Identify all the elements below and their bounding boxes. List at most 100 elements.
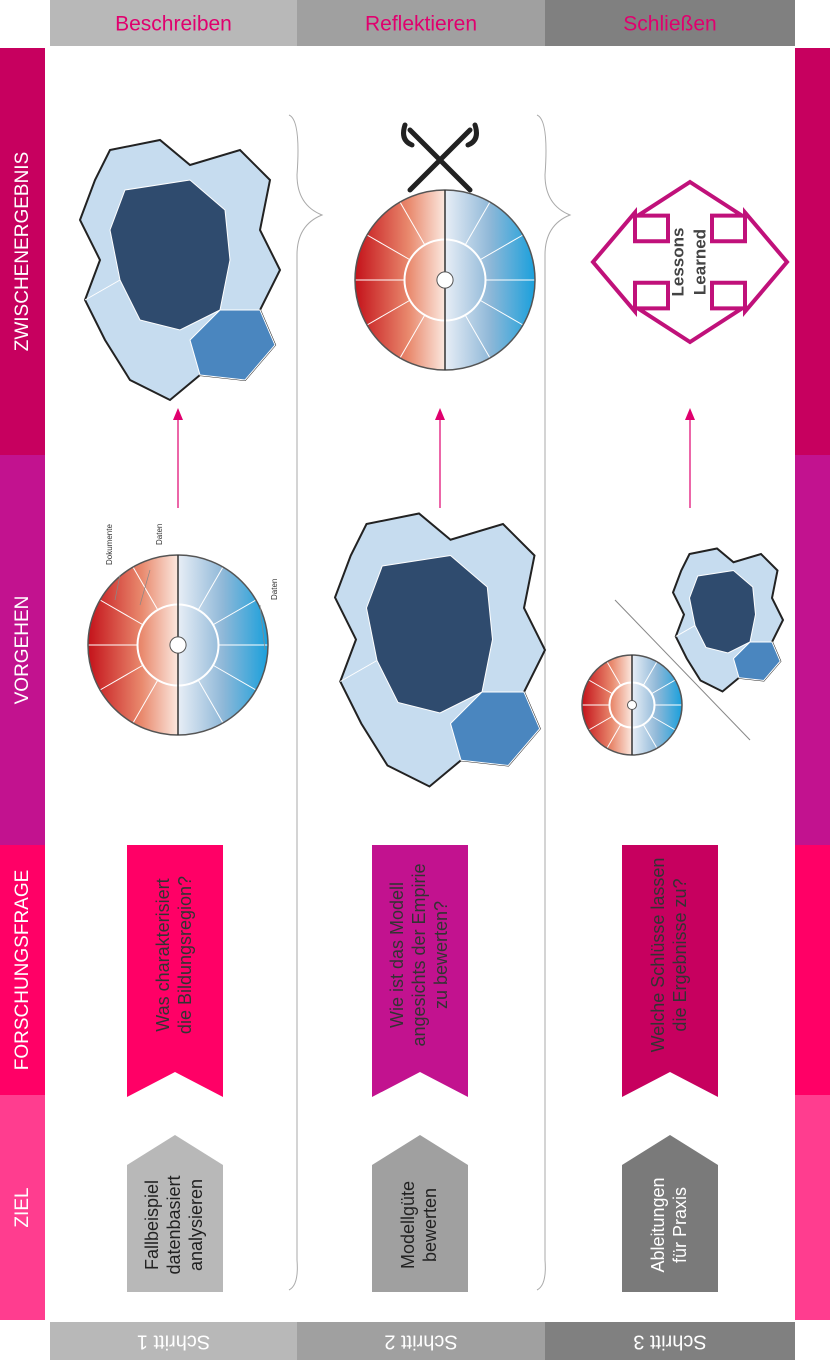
step-label: Schritt 1 bbox=[137, 1331, 210, 1353]
arrow-head bbox=[435, 408, 445, 420]
goal-text: analysieren bbox=[186, 1179, 206, 1271]
step-footer bbox=[545, 1322, 795, 1360]
goal-text: für Praxis bbox=[670, 1187, 690, 1263]
goal-text: bewerten bbox=[420, 1188, 440, 1262]
row-label: ZIEL bbox=[12, 1187, 33, 1227]
wheel-spoke bbox=[479, 234, 524, 261]
wheel-spoke bbox=[479, 299, 524, 326]
goal-text: datenbasiert bbox=[164, 1175, 184, 1274]
row-label: ZWISCHENERGEBNIS bbox=[12, 152, 33, 352]
wheel-hub bbox=[436, 271, 454, 289]
question-ribbon bbox=[127, 845, 223, 1097]
step-footer bbox=[50, 1322, 297, 1360]
goal-text: Ableitungen bbox=[648, 1177, 668, 1272]
arrow-head bbox=[173, 408, 183, 420]
phase-header bbox=[545, 0, 795, 46]
map-core bbox=[109, 179, 231, 331]
arrow-head bbox=[685, 408, 695, 420]
wheel-spoke bbox=[642, 724, 658, 749]
wheel-spoke bbox=[212, 599, 257, 626]
step-label: Schritt 2 bbox=[384, 1331, 457, 1353]
lessons-text: Lessons bbox=[668, 228, 687, 297]
map-border bbox=[84, 279, 121, 301]
wheel-hub bbox=[169, 636, 187, 654]
phase-title: Reflektieren bbox=[365, 13, 477, 36]
map-core bbox=[365, 554, 494, 714]
map bbox=[333, 512, 547, 788]
question-ribbon bbox=[622, 845, 718, 1097]
wheel-spoke bbox=[366, 234, 411, 261]
divider bbox=[614, 599, 751, 741]
row-band bbox=[0, 455, 45, 845]
separator bbox=[288, 114, 324, 1291]
wheel-label: Daten bbox=[155, 524, 164, 545]
map bbox=[78, 138, 282, 402]
wheel-spoke bbox=[588, 679, 613, 695]
wheel-label: Daten bbox=[270, 579, 279, 600]
wheel-spoke bbox=[99, 599, 144, 626]
separator bbox=[536, 114, 572, 1291]
wheel-spoke bbox=[399, 314, 426, 359]
row-label: VORGEHEN bbox=[12, 596, 33, 705]
lessons-arrow bbox=[590, 179, 790, 345]
map-mid bbox=[449, 691, 541, 767]
row-band bbox=[0, 48, 45, 455]
wheel-spoke bbox=[212, 664, 257, 691]
wheel-spoke bbox=[651, 679, 676, 695]
wheel-spoke bbox=[399, 201, 426, 246]
wheel bbox=[354, 189, 536, 371]
wheel-spoke bbox=[642, 661, 658, 686]
map-mid bbox=[189, 309, 276, 381]
question-text: Welche Schlüsse lassen bbox=[648, 858, 668, 1053]
map-core bbox=[688, 569, 757, 654]
step-footer bbox=[297, 1322, 545, 1360]
map-border bbox=[340, 660, 378, 682]
label-lines bbox=[114, 569, 266, 651]
phase-title: Beschreiben bbox=[115, 13, 232, 36]
row-band-right bbox=[795, 48, 830, 455]
question-text: die Ergebnisse zu? bbox=[670, 878, 690, 1031]
map-border bbox=[675, 625, 696, 637]
wheel-spoke bbox=[606, 661, 622, 686]
row-band-right bbox=[795, 845, 830, 1095]
wheel-spoke bbox=[588, 715, 613, 731]
row-band-right bbox=[795, 455, 830, 845]
wheel-spoke bbox=[132, 679, 159, 724]
row-band bbox=[0, 1095, 45, 1320]
wheel-spoke bbox=[651, 715, 676, 731]
goal-box bbox=[372, 1135, 468, 1292]
wheel-spoke bbox=[366, 299, 411, 326]
lessons-text: Learned bbox=[690, 229, 709, 295]
phase-title: Schließen bbox=[623, 13, 716, 36]
goal-box bbox=[127, 1135, 223, 1292]
wheel-spoke bbox=[132, 566, 159, 611]
goal-text: Fallbeispiel bbox=[142, 1180, 162, 1270]
question-text: angesichts der Empirie bbox=[409, 863, 429, 1046]
wheel-label: Dokumente bbox=[105, 524, 114, 565]
wheel-hub bbox=[627, 700, 637, 710]
row-band bbox=[0, 845, 45, 1095]
question-text: Wie ist das Modell bbox=[387, 882, 407, 1028]
wheel bbox=[87, 554, 269, 736]
wheel-spoke bbox=[464, 201, 491, 246]
phase-header bbox=[50, 0, 297, 46]
map bbox=[671, 547, 785, 693]
goal-box bbox=[622, 1135, 718, 1292]
question-text: die Bildungsregion? bbox=[175, 876, 195, 1034]
question-text: zu bewerten? bbox=[431, 901, 451, 1009]
wheel-spoke bbox=[197, 679, 224, 724]
map-mid bbox=[732, 641, 781, 682]
row-band-right bbox=[795, 1095, 830, 1320]
step-label: Schritt 3 bbox=[633, 1331, 706, 1353]
wheel bbox=[581, 654, 683, 756]
question-ribbon bbox=[372, 845, 468, 1097]
wheel-spoke bbox=[606, 724, 622, 749]
wheel-spoke bbox=[99, 664, 144, 691]
question-text: Was charakterisiert bbox=[153, 878, 173, 1031]
tools-icon bbox=[401, 122, 479, 193]
phase-header bbox=[297, 0, 545, 46]
goal-text: Modellgüte bbox=[398, 1181, 418, 1269]
row-label: FORSCHUNGSFRAGE bbox=[12, 870, 33, 1071]
wheel-spoke bbox=[464, 314, 491, 359]
